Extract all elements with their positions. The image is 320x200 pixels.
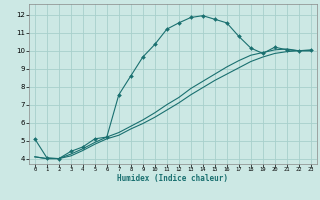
X-axis label: Humidex (Indice chaleur): Humidex (Indice chaleur) [117, 174, 228, 183]
